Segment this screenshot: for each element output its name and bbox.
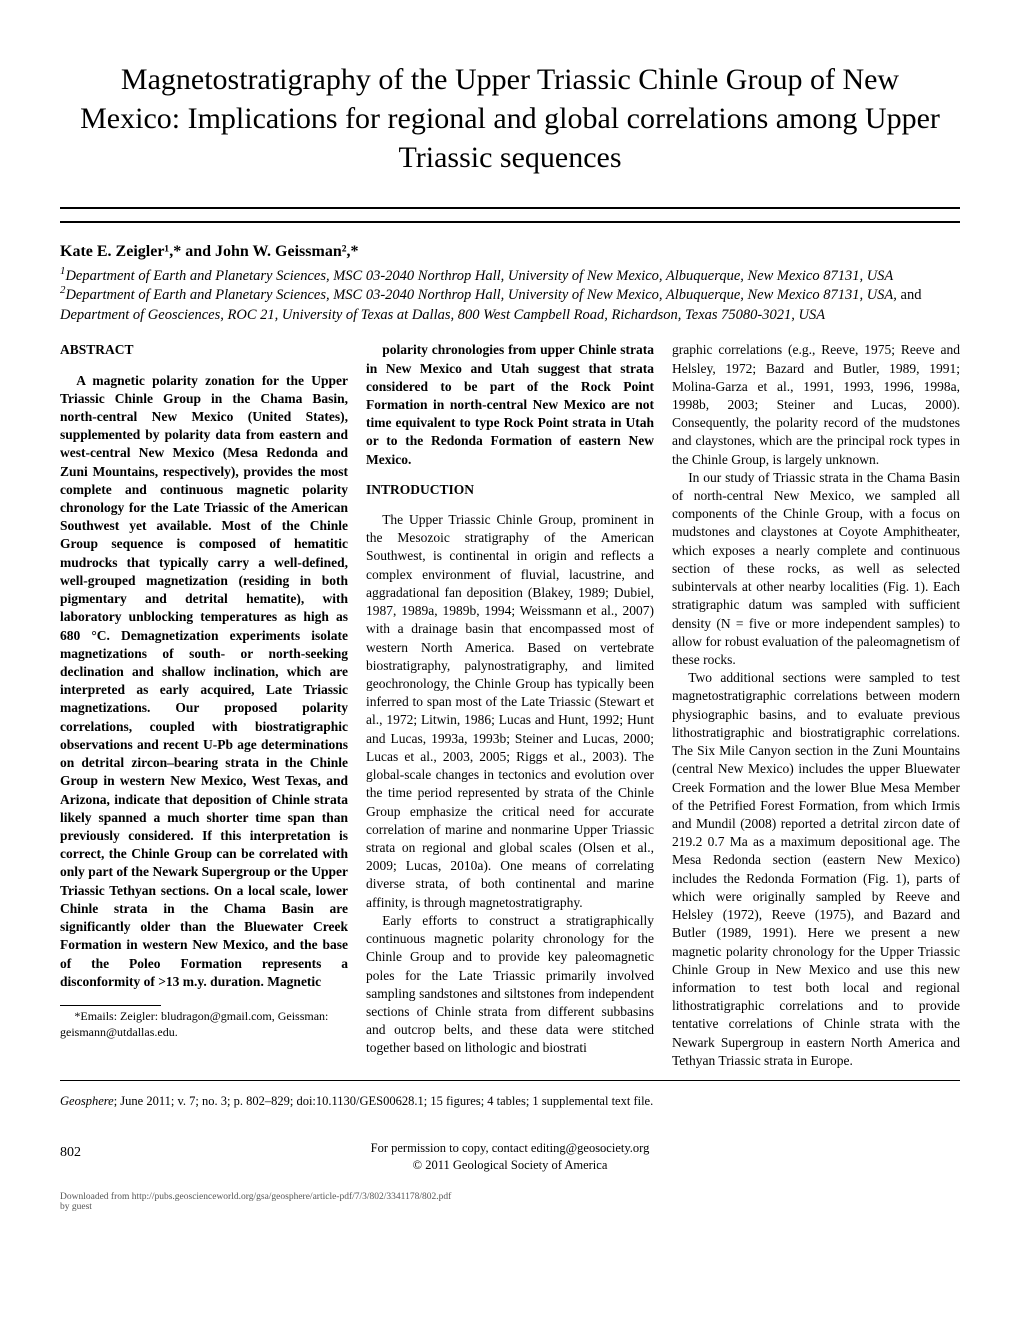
affil-2a-text: Department of Earth and Planetary Scienc… [65,287,896,303]
intro-p1: The Upper Triassic Chinle Group, promine… [366,511,654,912]
affiliation-2: 2Department of Earth and Planetary Scien… [60,286,960,325]
intro-p3: graphic correlations (e.g., Reeve, 1975;… [672,341,960,469]
download-by: by guest [60,1202,960,1212]
journal-name: Geosphere [60,1094,114,1108]
article-title: Magnetostratigraphy of the Upper Triassi… [60,60,960,177]
footnote-rule [60,1005,161,1006]
affiliations: 1Department of Earth and Planetary Scien… [60,267,960,326]
citation-rest: ; June 2011; v. 7; no. 3; p. 802–829; do… [114,1094,654,1108]
citation-rule [60,1080,960,1081]
copyright-line: © 2011 Geological Society of America [60,1157,960,1174]
permission-line: For permission to copy, contact editing@… [60,1140,960,1157]
body-columns: ABSTRACT A magnetic polarity zonation fo… [60,341,960,1070]
title-rule-bottom [60,221,960,223]
download-url: Downloaded from http://pubs.geosciencewo… [60,1192,960,1202]
affiliation-1: 1Department of Earth and Planetary Scien… [60,267,960,287]
citation-line: Geosphere; June 2011; v. 7; no. 3; p. 80… [60,1093,960,1110]
abstract-body-2: polarity chronologies from upper Chinle … [366,341,654,469]
title-rule-top [60,207,960,209]
intro-p5: Two additional sections were sampled to … [672,669,960,1070]
abstract-body-1: A magnetic polarity zonation for the Upp… [60,372,348,991]
intro-p4: In our study of Triassic strata in the C… [672,469,960,669]
affil-2b-text: Department of Geosciences, ROC 21, Unive… [60,307,825,323]
intro-p2: Early efforts to construct a stratigraph… [366,912,654,1058]
authors-line: Kate E. Zeigler¹,* and John W. Geissman²… [60,241,960,263]
download-footer: Downloaded from http://pubs.geosciencewo… [60,1192,960,1213]
affil-and: and [897,287,922,303]
footer-block: 802 For permission to copy, contact edit… [60,1140,960,1174]
affil-1-text: Department of Earth and Planetary Scienc… [65,268,893,284]
intro-heading: INTRODUCTION [366,481,654,499]
page-number: 802 [60,1144,81,1163]
abstract-heading: ABSTRACT [60,341,348,359]
corresponding-footnote: *Emails: Zeigler: bludragon@gmail.com, G… [60,1009,348,1040]
